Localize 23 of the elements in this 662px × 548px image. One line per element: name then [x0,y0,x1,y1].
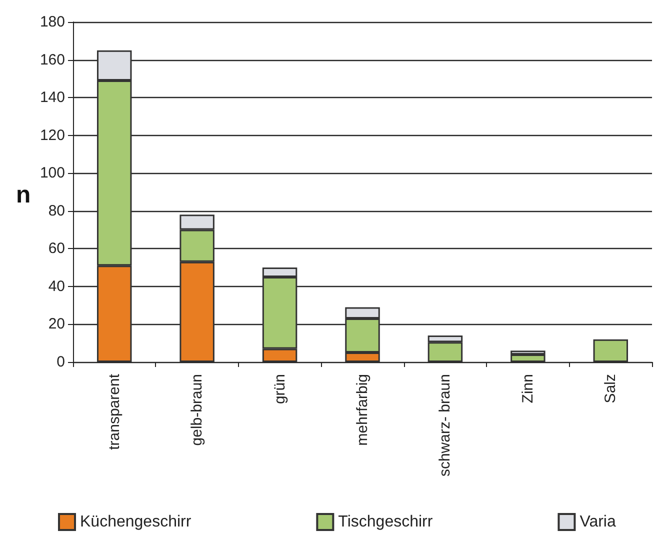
legend-label: Varia [580,514,616,530]
bar [593,339,628,362]
x-tick-label: Salz [602,374,620,404]
y-tick-label: 180 [40,14,65,30]
y-tick-label: 0 [56,354,65,370]
x-tick-label: schwarz- braun [436,374,454,477]
y-tick-label: 60 [48,240,65,258]
y-tick-label: 120 [40,126,65,144]
y-tick-label: 100 [40,164,65,182]
x-tick-label: mehrfarbig [354,374,371,446]
y-tick-label: 140 [40,89,65,106]
y-tick-label: 160 [40,51,65,68]
y-tick-label: 20 [48,316,65,333]
y-tick-label: 40 [48,278,65,295]
y-tick-label: 80 [48,202,65,220]
bar [510,354,546,362]
legend-label: Küchengeschirr [80,514,192,530]
x-tick-label: grün [271,374,288,404]
y-axis-title: n [16,182,31,208]
x-tick-label: gelb-braun [188,374,206,446]
legend-label: Tischgeschirr [338,514,434,530]
x-tick-label: transparent [106,373,123,450]
x-tick-label: Zinn [519,374,536,404]
